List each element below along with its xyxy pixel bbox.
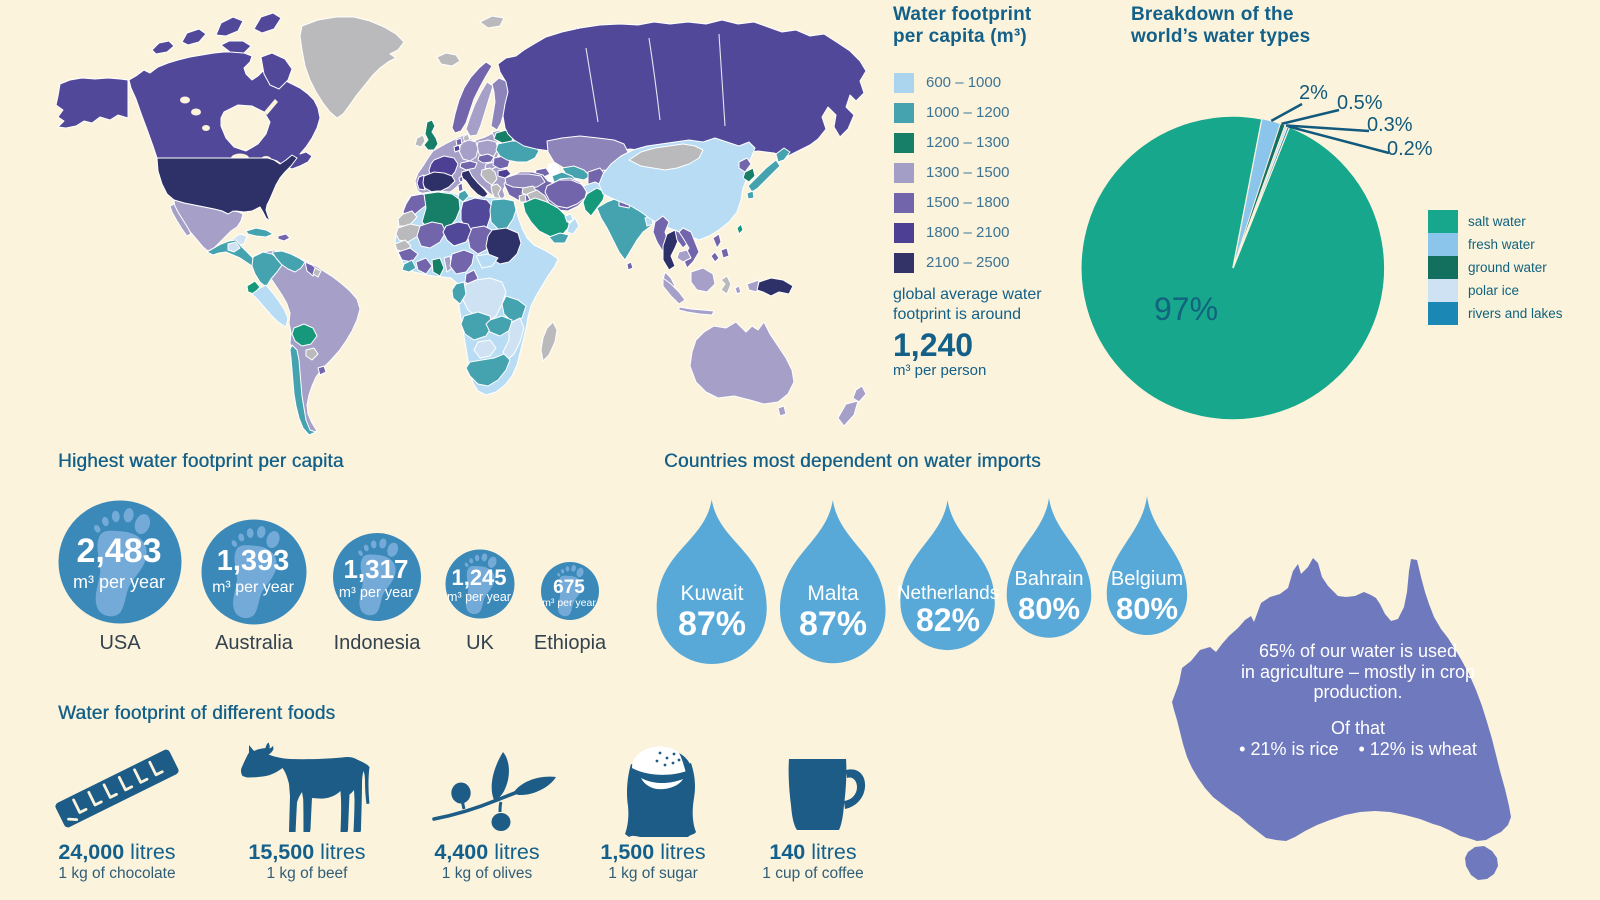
svg-text:salt water: salt water xyxy=(1468,214,1526,229)
svg-text:1,317: 1,317 xyxy=(343,554,408,584)
svg-text:Kuwait: Kuwait xyxy=(680,582,743,605)
svg-text:m³ per year: m³ per year xyxy=(339,585,413,601)
svg-text:2%: 2% xyxy=(1299,82,1328,104)
svg-text:87%: 87% xyxy=(799,605,867,643)
svg-text:97%: 97% xyxy=(1154,291,1218,327)
svg-text:0.3%: 0.3% xyxy=(1367,114,1413,136)
svg-text:Bahrain: Bahrain xyxy=(1015,568,1084,590)
svg-text:0.2%: 0.2% xyxy=(1387,138,1433,160)
svg-text:1,245: 1,245 xyxy=(451,565,506,590)
svg-text:Netherlands: Netherlands xyxy=(897,583,999,604)
svg-text:Malta: Malta xyxy=(807,582,859,605)
svg-text:Belgium: Belgium xyxy=(1111,568,1183,590)
svg-text:2,483: 2,483 xyxy=(76,532,161,570)
svg-text:rivers and lakes: rivers and lakes xyxy=(1468,306,1563,321)
svg-text:80%: 80% xyxy=(1116,591,1178,626)
svg-text:ground water: ground water xyxy=(1468,260,1547,275)
svg-text:m³ per year: m³ per year xyxy=(212,579,294,596)
svg-text:82%: 82% xyxy=(916,602,980,638)
svg-text:m³ per year: m³ per year xyxy=(73,572,165,592)
svg-text:m³ per year: m³ per year xyxy=(542,597,596,609)
svg-text:87%: 87% xyxy=(678,605,746,643)
svg-text:80%: 80% xyxy=(1018,591,1080,626)
svg-text:675: 675 xyxy=(553,577,585,598)
svg-text:m³ per year: m³ per year xyxy=(447,590,511,604)
svg-text:polar ice: polar ice xyxy=(1468,283,1519,298)
svg-text:0.5%: 0.5% xyxy=(1337,92,1383,114)
svg-text:1,393: 1,393 xyxy=(217,545,290,577)
svg-text:fresh water: fresh water xyxy=(1468,237,1535,252)
